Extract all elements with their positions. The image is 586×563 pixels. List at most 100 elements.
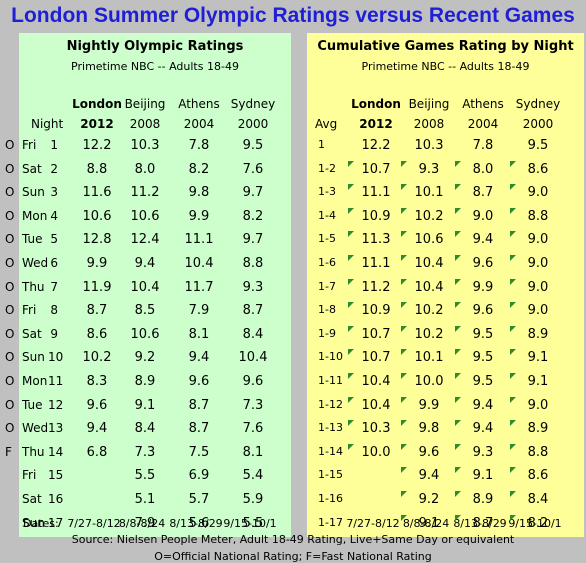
avg-range-label: 1-5 <box>318 232 336 246</box>
nightly-rating-value: 6.9 <box>188 468 210 484</box>
change-indicator-mark <box>510 160 516 167</box>
avg-range-label: 1-8 <box>318 303 336 317</box>
cumulative-rating-value: 11.1 <box>361 185 391 201</box>
change-indicator-mark <box>455 207 461 214</box>
change-indicator-mark <box>455 231 461 238</box>
change-indicator-mark <box>348 160 354 167</box>
avg-range-label: 1-12 <box>318 397 343 411</box>
cumulative-rating-value: 8.9 <box>527 326 549 342</box>
day-label: Fri <box>22 303 37 318</box>
nightly-col-year: 2004 <box>183 117 215 131</box>
cumulative-rating-value: 9.0 <box>527 279 549 295</box>
change-indicator-mark <box>510 255 516 261</box>
change-indicator-mark <box>455 325 461 332</box>
cumulative-col-year: 2000 <box>522 117 554 131</box>
nightly-col-dates: 8/8-8/24 <box>118 517 166 530</box>
cumulative-row-header: Avg <box>315 117 338 131</box>
change-indicator-mark <box>401 373 407 379</box>
cumulative-col-dates: 9/15-10/1 <box>508 517 562 530</box>
change-indicator-mark <box>401 443 407 450</box>
cumulative-rating-value: 8.7 <box>472 185 494 201</box>
cumulative-rating-value: 10.1 <box>414 350 444 366</box>
day-label: Mon <box>22 208 48 223</box>
cumulative-rating-value: 9.4 <box>472 232 494 248</box>
cumulative-rating-value: 9.6 <box>418 444 440 460</box>
source-footnote: Source: Nielsen People Meter, Adult 18-4… <box>71 533 515 546</box>
change-indicator-mark <box>401 302 407 309</box>
nightly-rating-value: 5.6 <box>188 515 210 531</box>
cumulative-rating-value: 10.4 <box>361 374 391 389</box>
day-label: Sat <box>22 161 42 176</box>
night-number: 10 <box>48 350 64 365</box>
cumulative-rating-value: 10.0 <box>414 374 444 389</box>
change-indicator-mark <box>510 420 516 427</box>
avg-range-label: 1-11 <box>318 374 343 387</box>
rating-type-flag: O <box>5 350 15 365</box>
cumulative-rating-value: 8.0 <box>472 161 494 177</box>
day-label: Wed <box>22 421 49 436</box>
nightly-col-city: Athens <box>178 97 220 111</box>
nightly-rating-value: 7.6 <box>242 161 264 177</box>
cumulative-col-dates: 8/8-8/24 <box>402 517 450 530</box>
nightly-rating-value: 8.1 <box>188 326 210 342</box>
nightly-rating-value: 8.8 <box>242 256 264 271</box>
cumulative-rating-value: 9.0 <box>527 185 549 201</box>
change-indicator-mark <box>510 207 516 214</box>
cumulative-col-city: London <box>351 97 401 111</box>
cumulative-rating-value: 11.2 <box>361 279 391 295</box>
night-number: 16 <box>48 492 64 506</box>
night-number: 8 <box>50 303 58 318</box>
day-label: Sat <box>22 326 42 341</box>
cumulative-rating-value: 8.8 <box>527 208 549 224</box>
cumulative-rating-value: 8.6 <box>527 161 549 177</box>
avg-range-label: 1-6 <box>318 256 336 269</box>
nightly-rating-value: 8.9 <box>134 374 156 389</box>
change-indicator-mark <box>455 302 461 309</box>
cumulative-rating-value: 9.8 <box>418 421 440 437</box>
change-indicator-mark <box>348 207 354 214</box>
change-indicator-mark <box>401 231 407 238</box>
day-label: Sun <box>22 515 45 530</box>
nightly-rating-value: 6.8 <box>86 444 108 460</box>
nightly-rating-value: 10.4 <box>238 350 268 366</box>
cumulative-rating-value: 7.8 <box>472 138 494 153</box>
nightly-rating-value: 8.0 <box>134 161 156 177</box>
nightly-rating-value: 8.7 <box>242 303 264 319</box>
rating-type-flag: O <box>5 208 15 223</box>
change-indicator-mark <box>401 491 407 497</box>
change-indicator-mark <box>510 443 516 450</box>
cumulative-col-year: 2004 <box>467 117 499 131</box>
change-indicator-mark <box>401 184 407 191</box>
nightly-rating-value: 8.6 <box>86 326 108 342</box>
cumulative-rating-value: 8.7 <box>472 515 494 531</box>
nightly-rating-value: 11.1 <box>184 232 214 248</box>
nightly-rating-value: 7.5 <box>188 444 210 460</box>
change-indicator-mark <box>348 278 354 285</box>
cumulative-rating-value: 8.8 <box>527 444 549 460</box>
night-number: 17 <box>48 515 64 530</box>
cumulative-rating-value: 9.0 <box>527 303 549 319</box>
rating-type-flag: O <box>5 374 15 388</box>
cumulative-rating-value: 9.5 <box>472 326 494 342</box>
night-number: 12 <box>48 397 64 412</box>
cumulative-rating-value: 11.1 <box>361 256 391 271</box>
cumulative-rating-value: 9.5 <box>527 138 549 153</box>
nightly-rating-value: 8.7 <box>86 303 108 319</box>
change-indicator-mark <box>401 207 407 214</box>
cumulative-rating-value: 9.4 <box>472 421 494 437</box>
rating-type-flag: O <box>5 232 15 247</box>
change-indicator-mark <box>510 514 516 521</box>
change-indicator-mark <box>455 373 461 379</box>
nightly-col-dates: 9/15-10/1 <box>223 517 277 530</box>
change-indicator-mark <box>401 160 407 167</box>
nightly-rating-value: 10.6 <box>130 326 160 342</box>
change-indicator-mark <box>510 231 516 238</box>
change-indicator-mark <box>348 349 354 356</box>
nightly-rating-value: 11.6 <box>82 185 112 201</box>
nightly-rating-value: 9.9 <box>188 208 210 224</box>
cumulative-rating-value: 10.2 <box>414 326 444 342</box>
cumulative-rating-value: 9.0 <box>527 397 549 413</box>
cumulative-rating-value: 10.1 <box>414 185 444 201</box>
rating-type-flag: F <box>5 444 12 459</box>
change-indicator-mark <box>348 420 354 427</box>
